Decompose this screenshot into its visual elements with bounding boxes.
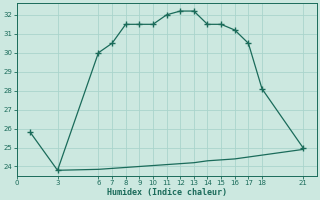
X-axis label: Humidex (Indice chaleur): Humidex (Indice chaleur)	[107, 188, 227, 197]
